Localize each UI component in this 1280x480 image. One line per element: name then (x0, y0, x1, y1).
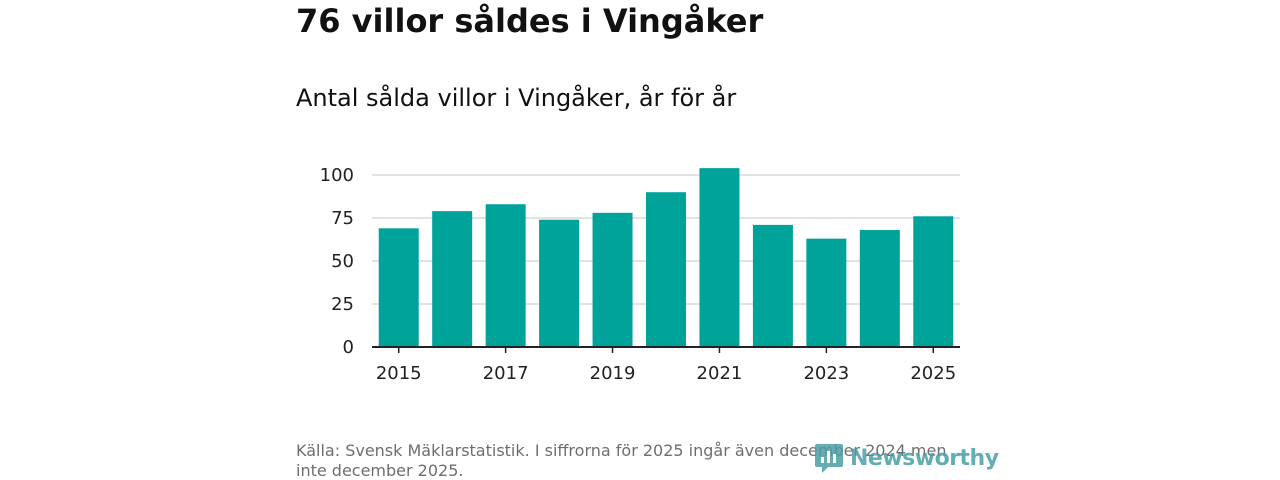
newsworthy-logo: Newsworthy (814, 442, 999, 474)
bar-2024 (859, 230, 900, 347)
newsworthy-logo-icon (815, 444, 843, 473)
y-tick-label-75: 75 (331, 208, 354, 229)
y-tick-label-50: 50 (331, 251, 354, 272)
bar-2023 (806, 238, 847, 347)
x-tick-label-2025: 2025 (910, 363, 956, 384)
x-tick-label-2021: 2021 (697, 363, 743, 384)
chart-subtitle: Antal sålda villor i Vingåker, år för år (296, 84, 737, 112)
bar-2017 (485, 204, 526, 347)
bar-2016 (432, 211, 473, 347)
bar-2020 (646, 192, 686, 347)
y-tick-label-25: 25 (331, 294, 354, 315)
x-tick-label-2019: 2019 (590, 363, 636, 384)
bar-2022 (752, 224, 793, 347)
x-tick-label-2017: 2017 (483, 363, 529, 384)
x-tick-label-2023: 2023 (803, 363, 849, 384)
y-tick-label-0: 0 (343, 337, 354, 358)
logo-text: Newsworthy (850, 445, 999, 471)
bar-2019 (592, 212, 633, 347)
bar-2025 (913, 216, 954, 347)
page-title: 76 villor såldes i Vingåker (296, 2, 764, 40)
bar-2018 (539, 219, 580, 347)
y-tick-label-100: 100 (320, 165, 354, 186)
bar-2021 (699, 168, 740, 347)
source-note: Källa: Svensk Mäklarstatistik. I siffror… (296, 441, 947, 480)
bar-2015 (378, 228, 419, 347)
x-tick-label-2015: 2015 (376, 363, 422, 384)
